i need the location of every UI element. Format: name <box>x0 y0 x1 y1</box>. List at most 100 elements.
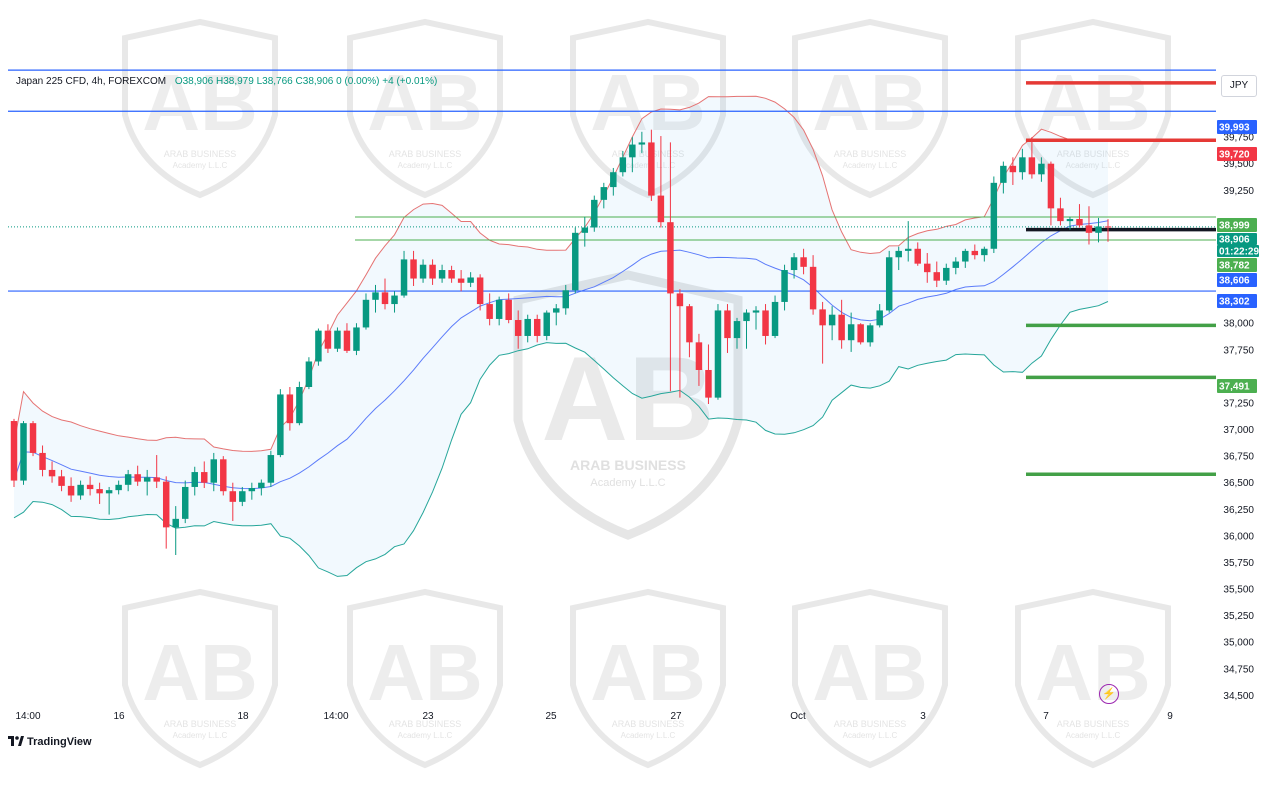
candle <box>153 455 160 489</box>
candle-body <box>971 250 979 256</box>
candle-body <box>457 278 465 283</box>
price-label: 38,782 <box>1219 261 1250 272</box>
candle-body <box>191 472 198 487</box>
candle-body <box>638 142 646 145</box>
candle <box>410 250 417 286</box>
lightning-icon[interactable]: ⚡ <box>1099 684 1119 704</box>
candle <box>296 381 303 426</box>
candle-body <box>514 320 522 336</box>
candle <box>20 421 27 485</box>
candle <box>809 255 817 315</box>
price-label: 39,993 <box>1219 123 1250 134</box>
price-label: 38,999 <box>1219 221 1250 232</box>
candle-body <box>1104 226 1112 228</box>
price-axis[interactable]: 40,25039,75039,50039,25038,00037,75037,2… <box>1216 68 1280 726</box>
price-tick: 38,000 <box>1223 319 1254 330</box>
candle-body <box>86 484 94 490</box>
time-tick: Oct <box>790 711 806 722</box>
candle <box>676 289 684 398</box>
tradingview-brand[interactable]: TradingView <box>8 736 92 748</box>
watermark-name: ARAB BUSINESS <box>612 149 685 159</box>
candle <box>895 246 902 271</box>
candle-body <box>895 250 902 258</box>
candle-body <box>1095 226 1102 233</box>
price-tick: 36,500 <box>1223 478 1254 489</box>
candle-body <box>714 310 722 398</box>
candle <box>952 257 960 275</box>
time-tick: 9 <box>1167 711 1173 722</box>
watermark-shield <box>792 18 948 199</box>
candle-body <box>952 261 960 268</box>
price-label: 38,606 <box>1219 276 1250 287</box>
ohlc-extra: +4 (+0.01%) <box>382 76 438 87</box>
candle-body <box>809 266 817 310</box>
candle-body <box>904 248 912 251</box>
watermark-logo: AB <box>367 58 483 147</box>
candle <box>1000 161 1007 194</box>
candle-body <box>239 491 246 502</box>
price-label-bg <box>1217 218 1257 232</box>
candle-body <box>201 472 208 483</box>
brand-label: TradingView <box>27 736 92 748</box>
candle <box>162 476 170 549</box>
candle-body <box>67 485 75 496</box>
watermark-name: ARAB BUSINESS <box>389 719 462 729</box>
candle <box>372 284 379 313</box>
candle-body <box>362 299 370 328</box>
watermark-logo: AB <box>1035 58 1151 147</box>
candle <box>191 466 198 496</box>
candle <box>248 482 256 500</box>
support-resistance-levels <box>8 69 1216 476</box>
candle <box>267 450 275 487</box>
candle <box>943 263 950 285</box>
candle <box>96 482 103 504</box>
candle-body <box>58 476 65 486</box>
candle <box>105 486 113 515</box>
watermark-logo: AB <box>590 628 706 717</box>
watermark-name: ARAB BUSINESS <box>164 149 237 159</box>
candle <box>904 221 912 262</box>
candle-body <box>876 310 883 326</box>
watermark-sub: Academy L.L.C <box>398 731 453 740</box>
candle <box>724 304 731 353</box>
candle-body <box>533 318 541 336</box>
candle <box>876 304 883 328</box>
candle-body <box>933 272 940 281</box>
candle <box>67 477 75 502</box>
candle-body <box>572 232 579 291</box>
candle <box>762 304 769 345</box>
candle <box>885 250 893 313</box>
candle <box>648 129 655 201</box>
candle-body <box>391 295 398 305</box>
candle <box>771 295 779 339</box>
watermark-sub-center: Academy L.L.C <box>590 477 665 489</box>
price-tick: 37,250 <box>1223 398 1254 409</box>
candle-body <box>743 312 750 322</box>
candle <box>686 304 693 358</box>
candle <box>429 259 436 285</box>
time-tick: 23 <box>422 711 434 722</box>
candle <box>1104 219 1112 242</box>
candle-body <box>267 455 275 483</box>
candle-body <box>429 264 436 279</box>
candle-body <box>600 187 608 200</box>
candle <box>39 445 46 477</box>
candle-body <box>885 257 893 311</box>
time-axis[interactable]: 14:00 16 18 14:00 23 25 27 Oct 3 7 9 <box>15 711 1173 722</box>
candle-body <box>828 314 836 326</box>
candle-body <box>419 264 427 279</box>
currency-button[interactable]: JPY <box>1221 75 1257 97</box>
candle <box>286 387 294 431</box>
price-tick: 35,250 <box>1223 611 1254 622</box>
candle <box>514 310 522 349</box>
candle <box>1019 148 1026 180</box>
candle-body <box>800 257 807 267</box>
price-label-bg <box>1217 273 1257 287</box>
candle-body <box>10 421 18 481</box>
price-label-bg <box>1217 294 1257 308</box>
candle <box>362 293 370 330</box>
watermark-name: ARAB BUSINESS <box>612 719 685 729</box>
candle <box>553 304 560 326</box>
candle-body <box>924 263 931 273</box>
